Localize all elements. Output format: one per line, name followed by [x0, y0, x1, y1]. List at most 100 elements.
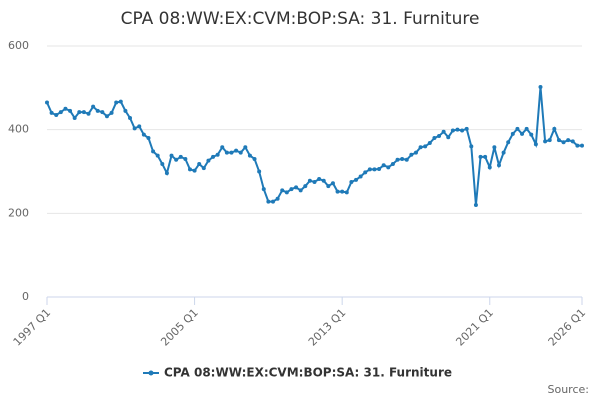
data-point	[215, 152, 220, 157]
data-point	[151, 149, 156, 154]
data-point	[86, 111, 91, 116]
data-point	[58, 110, 63, 115]
data-point	[192, 168, 197, 173]
data-point	[201, 166, 206, 171]
data-point	[146, 136, 151, 141]
data-point	[164, 171, 169, 176]
data-point	[487, 165, 492, 170]
data-point	[390, 161, 395, 166]
data-point	[464, 126, 469, 131]
data-point	[340, 189, 345, 194]
data-point	[247, 153, 252, 158]
data-point	[109, 110, 114, 115]
data-point	[54, 113, 59, 118]
data-point	[141, 132, 146, 137]
data-point	[478, 154, 483, 159]
data-point	[224, 150, 229, 155]
data-point	[427, 141, 432, 146]
data-point	[238, 150, 243, 155]
chart-title: CPA 08:WW:EX:CVM:BOP:SA: 31. Furniture	[121, 9, 480, 29]
data-point	[547, 138, 552, 143]
data-point	[72, 115, 77, 120]
data-point	[501, 150, 506, 155]
data-point	[303, 184, 308, 189]
data-point	[294, 185, 299, 190]
data-point	[252, 156, 257, 161]
data-point	[400, 156, 405, 161]
data-point	[510, 131, 515, 136]
data-point	[132, 126, 137, 131]
data-point	[358, 174, 363, 179]
data-point	[404, 157, 409, 162]
data-point	[234, 148, 239, 153]
series-line	[46, 86, 582, 206]
data-point	[307, 178, 312, 183]
legend-label[interactable]: CPA 08:WW:EX:CVM:BOP:SA: 31. Furniture	[164, 366, 452, 380]
data-point	[437, 133, 442, 138]
data-point	[335, 189, 340, 194]
data-point	[321, 178, 326, 183]
data-point	[566, 138, 571, 143]
data-point	[524, 126, 529, 131]
data-point	[344, 190, 349, 195]
data-point	[354, 177, 359, 182]
data-point	[220, 145, 225, 150]
data-point	[104, 114, 109, 119]
data-point	[367, 167, 372, 172]
data-point	[289, 187, 294, 192]
data-point	[372, 167, 377, 172]
x-tick-label: 1997 Q1	[11, 306, 54, 349]
data-point	[63, 106, 68, 111]
y-tick-label: 0	[22, 290, 29, 303]
data-point	[409, 152, 414, 157]
data-point	[178, 154, 183, 159]
x-tick-label: 2013 Q1	[306, 306, 349, 349]
data-point	[137, 124, 142, 129]
x-tick-label: 2005 Q1	[158, 306, 201, 349]
data-point	[330, 181, 335, 186]
data-point	[187, 167, 192, 172]
data-point	[483, 154, 488, 159]
data-point	[211, 154, 216, 159]
y-tick-label: 400	[8, 123, 29, 136]
data-point	[261, 187, 266, 192]
data-point	[317, 177, 322, 182]
data-point	[100, 110, 105, 115]
data-point	[529, 132, 534, 137]
data-point	[49, 110, 54, 115]
data-point	[114, 100, 119, 105]
data-point	[395, 157, 400, 162]
data-point	[280, 188, 285, 193]
data-point	[266, 199, 271, 204]
legend-marker	[148, 370, 154, 376]
data-point	[68, 108, 73, 113]
data-point	[118, 99, 123, 104]
data-point	[197, 161, 202, 166]
data-point	[169, 153, 174, 158]
data-point	[377, 166, 382, 171]
data-point	[575, 143, 580, 148]
data-point	[441, 129, 446, 134]
data-point	[381, 163, 386, 168]
data-point	[556, 138, 561, 143]
data-point	[349, 179, 354, 184]
data-point	[580, 143, 584, 148]
data-point	[455, 127, 460, 132]
data-point	[275, 196, 280, 201]
data-point	[450, 128, 455, 133]
data-point	[533, 142, 538, 147]
data-point	[446, 135, 451, 140]
data-point	[570, 139, 575, 144]
data-point	[206, 158, 211, 163]
data-point	[496, 163, 501, 168]
data-point	[326, 184, 331, 189]
y-tick-label: 200	[8, 206, 29, 219]
data-point	[312, 179, 317, 184]
data-point	[520, 131, 525, 136]
data-point	[432, 136, 437, 141]
source: Source:	[548, 383, 590, 396]
data-point	[81, 110, 86, 115]
data-point	[95, 108, 100, 113]
data-point	[413, 150, 418, 155]
